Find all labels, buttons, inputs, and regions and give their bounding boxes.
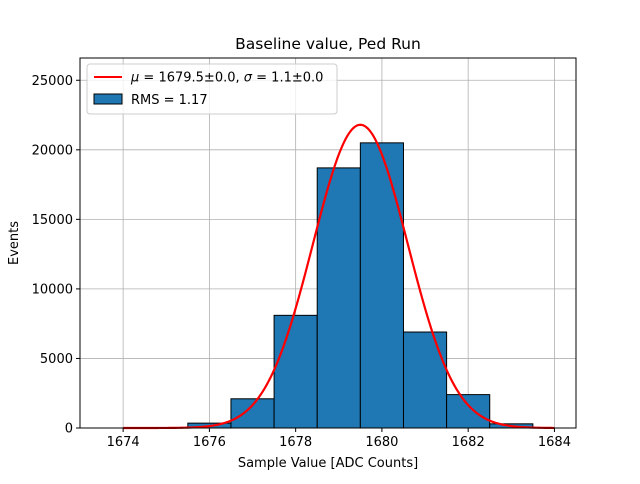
- x-tick-label: 1678: [279, 435, 312, 450]
- legend: μ = 1679.5±0.0, σ = 1.1±0.0 RMS = 1.17: [87, 64, 337, 114]
- y-tick-label: 10000: [32, 282, 73, 297]
- x-tick-label: 1682: [452, 435, 485, 450]
- y-tick-label: 25000: [32, 74, 73, 89]
- y-tick-label: 20000: [32, 143, 73, 158]
- legend-mu-value: = 1679.5±0.0,: [139, 71, 243, 86]
- x-tick-label: 1674: [107, 435, 140, 450]
- x-tick-label: 1680: [365, 435, 398, 450]
- legend-sigma-value: = 1.1±0.0: [252, 71, 323, 86]
- histogram-bar: [231, 399, 274, 428]
- x-tick-label: 1676: [193, 435, 226, 450]
- legend-fit-label: μ = 1679.5±0.0, σ = 1.1±0.0: [130, 71, 323, 86]
- y-tick-label: 0: [65, 422, 73, 437]
- legend-mu-symbol: μ: [130, 71, 139, 86]
- x-tick-label: 1684: [538, 435, 571, 450]
- y-tick-label: 15000: [32, 213, 73, 228]
- legend-hist-label: RMS = 1.17: [131, 93, 208, 108]
- histogram-bar: [360, 143, 403, 428]
- chart-title: Baseline value, Ped Run: [235, 35, 421, 53]
- y-tick-label: 5000: [40, 352, 73, 367]
- histogram-bar: [403, 332, 446, 428]
- x-axis-label: Sample Value [ADC Counts]: [238, 456, 418, 471]
- y-axis-label: Events: [7, 221, 22, 265]
- histogram-bar: [447, 395, 490, 428]
- legend-hist-swatch: [94, 94, 122, 104]
- histogram-bar: [274, 315, 317, 428]
